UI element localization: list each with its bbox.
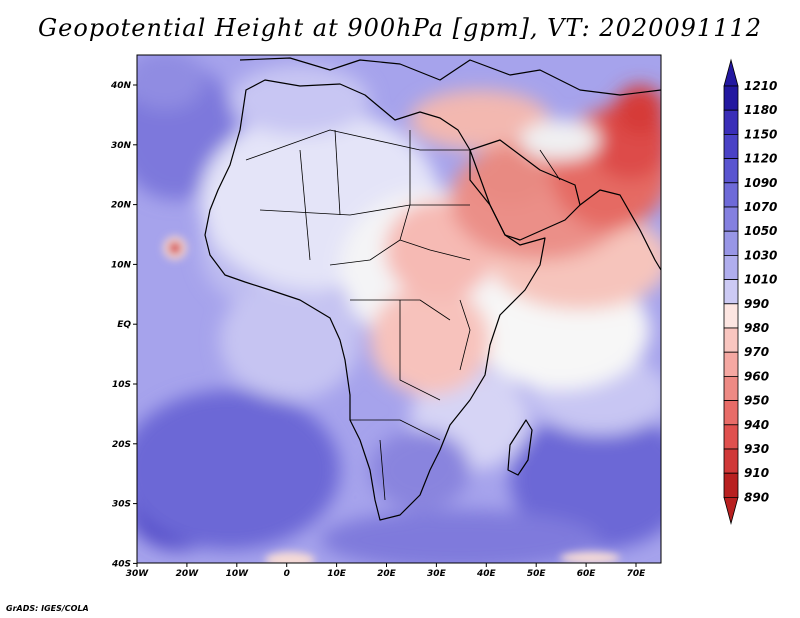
colorbar-swatch (723, 303, 739, 329)
colorbar-swatch (723, 158, 739, 184)
colorbar-label: 1210 (744, 79, 777, 93)
map-title: Geopotential Height at 900hPa [gpm], VT:… (38, 14, 762, 42)
y-tick-label: 30S (112, 500, 131, 510)
colorbar-label: 1150 (744, 127, 777, 141)
x-tick-label: 20W (176, 569, 200, 579)
colorbar-label: 1180 (744, 103, 777, 117)
colorbar-swatch (723, 351, 739, 377)
y-tick-label: EQ (117, 320, 131, 330)
colorbar-swatch (723, 254, 739, 280)
colorbar-label: 910 (744, 466, 769, 480)
colorbar-label: 950 (744, 394, 769, 408)
colorbar-swatch (723, 109, 739, 135)
colorbar-swatch (723, 472, 739, 498)
y-tick-label: 40N (110, 81, 132, 91)
colorbar-label: 930 (744, 442, 769, 456)
x-tick-label: 20E (377, 569, 397, 579)
colorbar-label: 890 (744, 490, 769, 504)
colorbar-swatch (723, 424, 739, 450)
x-tick-label: 60E (577, 569, 597, 579)
colorbar-label: 980 (744, 321, 769, 335)
y-tick-label: 10N (111, 260, 132, 270)
y-tick-label: 20S (112, 440, 131, 450)
colorbar-swatch (723, 279, 739, 305)
colorbar-label: 1090 (744, 176, 777, 190)
x-tick-label: 10W (226, 569, 250, 579)
colorbar-label: 1010 (744, 273, 777, 287)
map-frame (136, 54, 662, 564)
colorbar-swatch (723, 206, 739, 232)
x-tick-label: 40E (476, 569, 497, 579)
colorbar-label: 970 (744, 345, 769, 359)
y-tick-label: 10S (112, 380, 131, 390)
colorbar-top-arrow (723, 58, 739, 87)
x-tick-label: 10E (327, 569, 347, 579)
y-axis: 40N 30N 20N 10N EQ 10S 20S 30S 40S (110, 81, 137, 569)
colorbar-swatch (723, 133, 739, 159)
colorbar-swatch (723, 400, 739, 426)
colorbar: 1210 1180 1150 1120 1090 1070 1050 1030 1010 990 9… (723, 58, 777, 525)
x-tick-label: 50E (527, 569, 547, 579)
y-tick-label: 20N (111, 201, 132, 211)
colorbar-label: 940 (744, 418, 769, 432)
country-borders (245, 129, 561, 501)
colorbar-swatch (723, 448, 739, 474)
coastlines (204, 57, 661, 521)
x-tick-label: 30E (427, 569, 447, 579)
colorbar-swatch (723, 327, 739, 353)
height-field (137, 55, 661, 563)
colorbar-label: 960 (744, 369, 769, 383)
y-tick-label: 30N (111, 141, 132, 151)
colorbar-swatch (723, 375, 739, 401)
y-tick-label: 40S (111, 559, 131, 569)
x-tick-label: 0 (284, 569, 290, 579)
colorbar-bottom-arrow (723, 496, 739, 525)
colorbar-label: 1070 (744, 200, 777, 214)
x-axis: 30W 20W 10W 0 10E 20E 30E 40E 50E 60E 70E (126, 563, 646, 579)
colorbar-label: 990 (744, 297, 769, 311)
x-tick-label: 30W (126, 569, 150, 579)
colorbar-swatch (723, 85, 739, 111)
colorbar-label: 1120 (744, 152, 777, 166)
colorbar-swatch (723, 182, 739, 208)
colorbar-swatch (723, 230, 739, 256)
x-tick-label: 70E (627, 569, 647, 579)
grads-credit: GrADS: IGES/COLA (6, 604, 89, 613)
colorbar-label: 1030 (744, 248, 777, 262)
colorbar-label: 1050 (744, 224, 777, 238)
